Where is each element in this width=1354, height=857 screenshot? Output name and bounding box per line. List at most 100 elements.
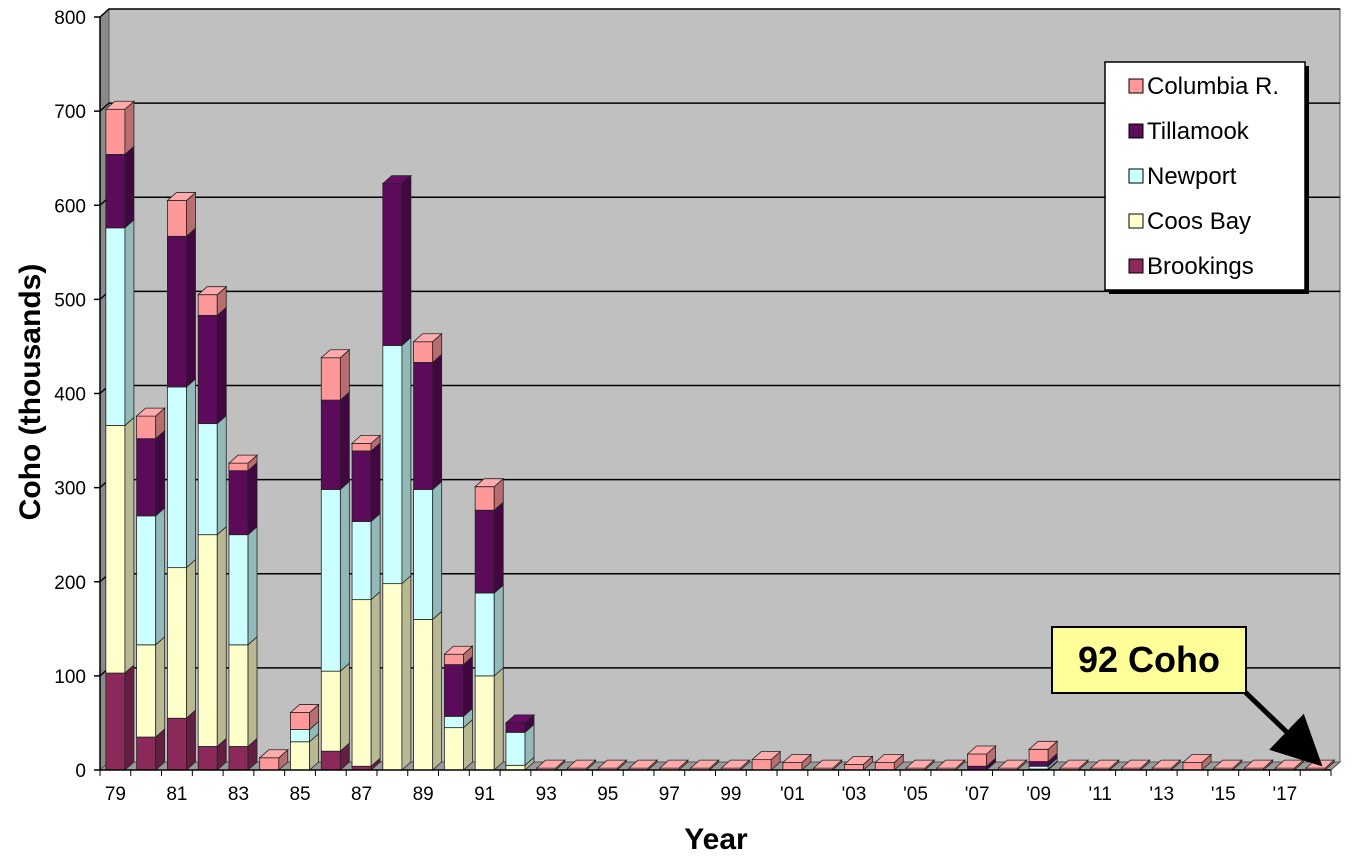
bar-segment [137, 431, 165, 516]
bar-side [463, 657, 472, 717]
bar-segment [167, 228, 195, 387]
bar-segment [167, 560, 195, 719]
x-axis: 79 81 83 85 87 89 91 93 95 97 99'01'03'05'07'09'11… [100, 770, 1331, 805]
legend-item: Columbia R. [1129, 73, 1279, 100]
x-tick-label: '01 [780, 784, 805, 805]
bar-segment [167, 379, 195, 568]
bar-segment [137, 637, 165, 737]
bar-front [414, 362, 433, 489]
y-axis: 0100200300400500600700800 [54, 8, 100, 782]
bar-stack-90 [444, 646, 472, 770]
bar-front [167, 568, 186, 719]
bar-segment [137, 508, 165, 645]
bar-front [352, 522, 371, 600]
bar-segment [106, 220, 134, 426]
bar-segment [106, 101, 134, 154]
bar-front [383, 584, 402, 770]
bar-side [463, 720, 472, 770]
bar-stack-92 [506, 715, 534, 770]
bar-front [475, 510, 494, 593]
bar-front [321, 490, 340, 672]
bar-segment [106, 418, 134, 674]
bar-front [1029, 766, 1048, 769]
bar-segment [198, 287, 226, 316]
bar-segment [198, 527, 226, 747]
bar-segment [352, 443, 380, 522]
bar-segment [198, 307, 226, 423]
bar-front [414, 619, 433, 770]
bar-stack-80 [137, 408, 165, 770]
bar-segment [444, 657, 472, 717]
x-tick-label: '05 [903, 784, 928, 805]
bar-segment [321, 482, 349, 672]
x-tick-label: 97 [659, 784, 680, 805]
y-tick-label: 700 [54, 102, 86, 123]
bar-front [167, 236, 186, 387]
bar-front [198, 315, 217, 423]
bar-side [186, 560, 195, 719]
x-tick-label: 79 [105, 784, 126, 805]
bar-side [125, 665, 134, 770]
bar-side [402, 337, 411, 583]
x-tick-label: 93 [536, 784, 557, 805]
bar-front [321, 751, 340, 770]
legend-swatch [1129, 259, 1143, 273]
bar-stack-82 [198, 287, 226, 770]
bar-front [106, 154, 125, 227]
bar-front [352, 451, 371, 522]
y-tick-label: 300 [54, 479, 86, 500]
legend-swatch [1129, 169, 1143, 183]
x-tick-label: 95 [597, 784, 618, 805]
bar-front [475, 487, 494, 511]
bar-side [217, 307, 226, 423]
y-tick-label: 0 [75, 761, 86, 782]
legend-label: Tillamook [1147, 118, 1250, 145]
bar-stack-87 [352, 435, 380, 770]
bar-side [186, 228, 195, 387]
bar-front [475, 676, 494, 770]
bar-segment [167, 710, 195, 770]
y-tick-label: 100 [54, 667, 86, 688]
legend-item: Brookings [1129, 253, 1254, 280]
bar-segment [106, 665, 134, 770]
bar-front [229, 535, 248, 645]
bar-side [217, 527, 226, 747]
bar-segment [383, 576, 411, 770]
x-tick-label: 81 [166, 784, 187, 805]
bar-side [340, 663, 349, 751]
bar-side [217, 416, 226, 535]
bar-side [125, 418, 134, 674]
x-tick-label: 91 [474, 784, 495, 805]
bar-front [352, 600, 371, 767]
bar-front [444, 654, 463, 664]
bar-front [1029, 749, 1048, 761]
bar-front [968, 754, 987, 766]
bar-front [260, 758, 279, 770]
bar-front [844, 764, 863, 770]
x-tick-label: 83 [228, 784, 249, 805]
bar-stack-89 [414, 334, 442, 770]
bar-front [290, 742, 309, 770]
y-tick-label: 600 [54, 196, 86, 217]
bar-front [444, 716, 463, 727]
bar-front [137, 439, 156, 516]
bar-segment [414, 334, 442, 363]
bar-front [875, 762, 894, 770]
legend-swatch [1129, 214, 1143, 228]
bar-side [371, 592, 380, 767]
bar-front [198, 424, 217, 535]
legend: Columbia R. Tillamook Newport Coos Bay Brook… [1105, 62, 1309, 294]
x-tick-label: '11 [1089, 784, 1112, 805]
legend-item: Coos Bay [1129, 208, 1251, 235]
bar-front [1183, 762, 1202, 770]
bar-segment [383, 176, 411, 346]
bar-side [371, 514, 380, 600]
bar-stack-88 [383, 176, 411, 770]
legend-swatch [1129, 79, 1143, 93]
bar-segment [475, 585, 503, 676]
bar-front [444, 665, 463, 717]
bar-segment [106, 146, 134, 227]
legend-label: Newport [1147, 163, 1237, 190]
bar-front [229, 746, 248, 770]
x-tick-label: 99 [720, 784, 741, 805]
